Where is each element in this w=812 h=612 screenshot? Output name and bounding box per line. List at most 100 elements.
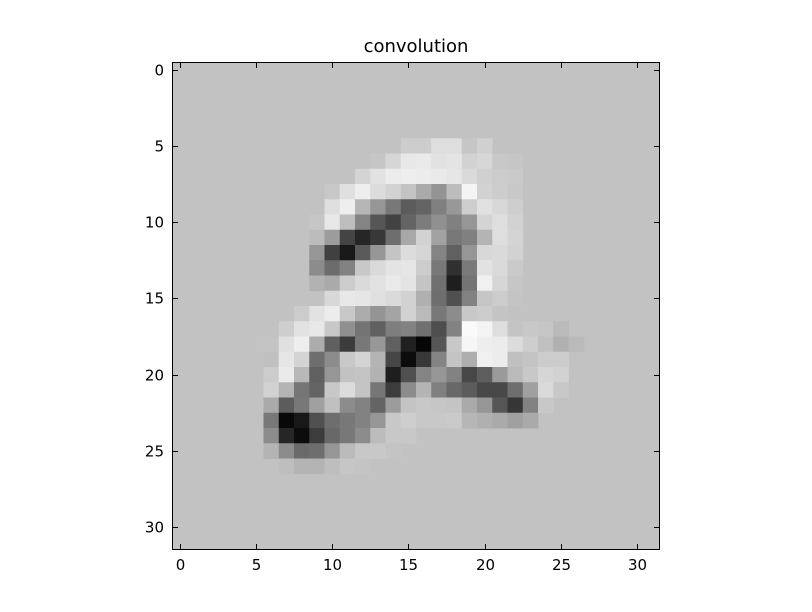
heatmap-cell <box>278 458 295 475</box>
heatmap-cell <box>553 321 569 337</box>
heatmap-cell <box>278 382 295 398</box>
heatmap-cell <box>263 336 280 353</box>
heatmap-cell <box>400 245 417 261</box>
heatmap-cell <box>355 290 371 307</box>
heatmap-cell <box>477 336 493 353</box>
heatmap-cell <box>461 245 478 261</box>
heatmap-cell <box>431 153 447 170</box>
heatmap-cell <box>431 306 447 322</box>
y-tick-label: 10 <box>145 214 164 232</box>
heatmap-cell <box>385 214 402 231</box>
heatmap-cell <box>416 168 432 185</box>
heatmap-cell <box>370 351 386 368</box>
y-tick-label: 20 <box>145 367 164 385</box>
heatmap-cell <box>492 290 508 307</box>
heatmap-cell <box>507 199 524 215</box>
heatmap-cell <box>294 428 310 444</box>
heatmap-cell <box>492 321 508 337</box>
heatmap-cell <box>477 397 493 414</box>
heatmap-cell <box>294 443 310 459</box>
heatmap-cell <box>385 275 402 292</box>
heatmap-cell <box>309 245 325 261</box>
heatmap-cell <box>446 168 463 185</box>
heatmap-cell <box>461 229 478 246</box>
heatmap-cell <box>431 214 447 231</box>
heatmap-cell <box>278 336 295 353</box>
heatmap-cell <box>278 428 295 444</box>
heatmap-cell <box>507 351 524 368</box>
heatmap-cell <box>370 412 386 429</box>
heatmap-cell <box>538 367 554 383</box>
y-tick-label: 5 <box>154 138 164 156</box>
heatmap-cell <box>355 351 371 368</box>
heatmap-cell <box>461 367 478 383</box>
heatmap-cell <box>446 199 463 215</box>
heatmap-cell <box>385 443 402 459</box>
heatmap-cell <box>431 138 447 154</box>
chart-title: convolution <box>363 36 469 57</box>
heatmap-cell <box>400 336 417 353</box>
heatmap-cell <box>385 351 402 368</box>
heatmap-cell <box>492 382 508 398</box>
heatmap-cell <box>370 229 386 246</box>
heatmap-cell <box>507 260 524 276</box>
heatmap-cell <box>553 367 569 383</box>
heatmap-cell <box>522 367 539 383</box>
heatmap-cell <box>324 275 341 292</box>
heatmap-cell <box>522 382 539 398</box>
heatmap-cell <box>477 245 493 261</box>
heatmap-cell <box>309 443 325 459</box>
heatmap-cell <box>431 199 447 215</box>
heatmap-cell <box>461 138 478 154</box>
heatmap-cell <box>263 443 280 459</box>
y-tick-label: 30 <box>145 519 164 537</box>
heatmap-cell <box>461 397 478 414</box>
heatmap-cell <box>400 306 417 322</box>
heatmap-cell <box>400 412 417 429</box>
heatmap-cell <box>507 367 524 383</box>
heatmap-cell <box>339 458 356 475</box>
heatmap-cell <box>309 336 325 353</box>
heatmap-cell <box>461 351 478 368</box>
heatmap-cell <box>446 229 463 246</box>
heatmap-cell <box>507 229 524 246</box>
heatmap-cell <box>294 382 310 398</box>
heatmap-cell <box>355 275 371 292</box>
heatmap-cell <box>370 336 386 353</box>
heatmap-cell <box>492 229 508 246</box>
heatmap-cell <box>492 153 508 170</box>
heatmap-cell <box>522 321 539 337</box>
heatmap-cell <box>507 397 524 414</box>
heatmap-cell <box>477 306 493 322</box>
heatmap-cell <box>492 336 508 353</box>
heatmap-cell <box>461 290 478 307</box>
heatmap-cell <box>339 397 356 414</box>
heatmap-cell <box>477 168 493 185</box>
heatmap-cell <box>385 336 402 353</box>
heatmap-cell <box>416 275 432 292</box>
x-tick-label: 0 <box>176 556 186 574</box>
heatmap-cell <box>431 229 447 246</box>
y-tick-label: 0 <box>154 62 164 80</box>
heatmap-cell <box>355 306 371 322</box>
heatmap-cell <box>339 214 356 231</box>
heatmap-cell <box>370 245 386 261</box>
heatmap-cell <box>477 321 493 337</box>
heatmap-cell <box>324 458 341 475</box>
heatmap-cell <box>355 184 371 200</box>
heatmap-cell <box>385 321 402 337</box>
heatmap-cell <box>431 260 447 276</box>
heatmap-cell <box>324 229 341 246</box>
heatmap-cell <box>522 412 539 429</box>
heatmap-cell <box>400 367 417 383</box>
heatmap-cell <box>339 412 356 429</box>
heatmap-cell <box>339 321 356 337</box>
heatmap-cell <box>416 153 432 170</box>
heatmap-cell <box>294 306 310 322</box>
heatmap-cell <box>492 245 508 261</box>
heatmap-cell <box>324 336 341 353</box>
heatmap-cell <box>400 214 417 231</box>
heatmap-cell <box>385 260 402 276</box>
heatmap-cell <box>416 245 432 261</box>
